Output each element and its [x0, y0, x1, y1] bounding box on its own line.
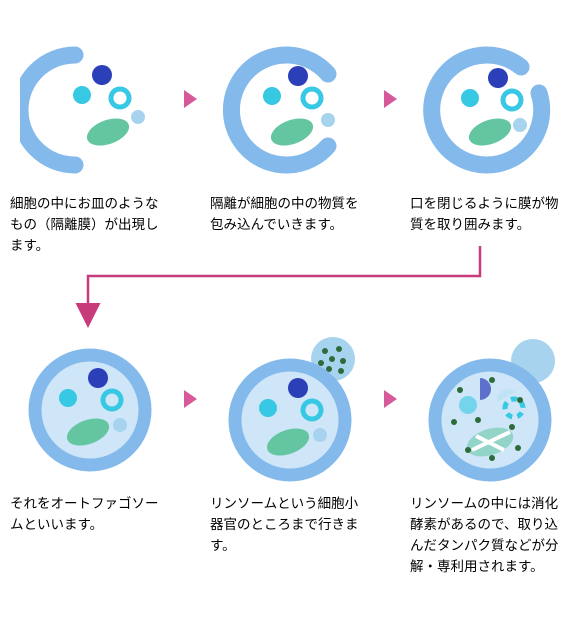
- stage-3: 口を閉じるように膜が物質を取り囲みます。: [410, 30, 570, 236]
- stage-4-figure: [10, 330, 170, 490]
- stage-6-figure: [410, 330, 570, 490]
- stage-1: 細胞の中にお皿のようなもの（隔離膜）が出現します。: [10, 30, 170, 257]
- stage-2: 隔離が細胞の中の物質を包み込んでいきます。: [210, 30, 370, 236]
- row-2: それをオートファゴソームといいます。: [10, 330, 570, 578]
- stage-5-figure: [210, 330, 370, 490]
- stage-4-caption: それをオートファゴソームといいます。: [10, 494, 170, 536]
- row-1: 細胞の中にお皿のようなもの（隔離膜）が出現します。 隔離が細胞の中の物質を包み込…: [10, 30, 570, 257]
- stage-1-figure: [10, 30, 170, 190]
- arrow-2-3: [384, 90, 397, 108]
- arrow-5-6: [384, 390, 397, 408]
- stage-2-figure: [210, 30, 370, 190]
- stage-6: リンソームの中には消化酵素があるので、取り込んだタンパク質などが分解・専利用され…: [410, 330, 570, 578]
- stage-6-caption: リンソームの中には消化酵素があるので、取り込んだタンパク質などが分解・専利用され…: [410, 494, 570, 578]
- stage-4: それをオートファゴソームといいます。: [10, 330, 170, 536]
- arrow-4-5: [184, 390, 197, 408]
- stage-5: リンソームという細胞小器官のところまで行きます。: [210, 330, 370, 557]
- stage-2-caption: 隔離が細胞の中の物質を包み込んでいきます。: [210, 194, 370, 236]
- flow-arrow-3-to-4: [10, 240, 570, 340]
- stage-5-caption: リンソームという細胞小器官のところまで行きます。: [210, 494, 370, 557]
- stage-3-figure: [410, 30, 570, 190]
- arrow-1-2: [184, 90, 197, 108]
- stage-3-caption: 口を閉じるように膜が物質を取り囲みます。: [410, 194, 570, 236]
